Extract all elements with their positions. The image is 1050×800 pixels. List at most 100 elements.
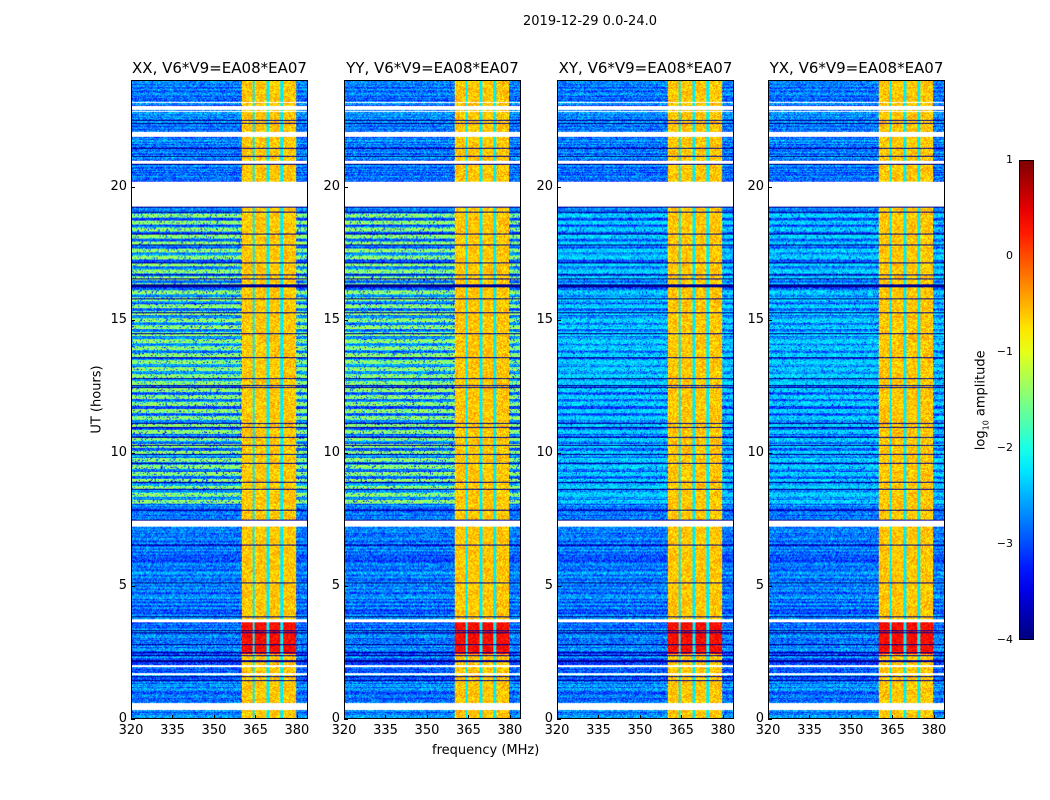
- y-tick-mark: [344, 452, 348, 454]
- x-axis-label: frequency (MHz): [432, 743, 540, 758]
- x-tick-mark: [172, 715, 174, 719]
- x-tick-label: 350: [414, 723, 440, 738]
- y-tick-label: 10: [323, 444, 340, 460]
- panel-title: YX, V6*V9=EA08*EA07: [769, 59, 944, 77]
- y-tick-label: 0: [755, 711, 764, 726]
- y-tick-label: 10: [747, 444, 764, 460]
- y-tick-mark: [557, 186, 561, 188]
- y-tick-label: 5: [544, 577, 553, 593]
- x-tick-label: 320: [118, 723, 144, 738]
- x-tick-mark: [213, 715, 215, 719]
- y-tick-label: 5: [118, 577, 127, 593]
- x-tick-mark: [722, 715, 724, 719]
- y-tick-label: 20: [536, 178, 553, 194]
- y-tick-label: 15: [747, 311, 764, 327]
- y-tick-label: 0: [118, 711, 127, 726]
- panel-title: XY, V6*V9=EA08*EA07: [558, 59, 733, 77]
- colorbar: [1019, 160, 1034, 640]
- y-tick-mark: [557, 719, 561, 720]
- x-tick-label: 320: [755, 723, 781, 738]
- y-tick-label: 5: [755, 577, 764, 593]
- x-tick-label: 335: [586, 723, 611, 738]
- x-tick-label: 380: [710, 723, 736, 738]
- heatmap-panel-xx: [131, 80, 308, 719]
- y-tick-label: 5: [331, 577, 340, 593]
- x-tick-mark: [892, 715, 894, 719]
- y-tick-mark: [557, 319, 561, 321]
- x-tick-mark: [598, 715, 600, 719]
- y-tick-label: 20: [323, 178, 340, 194]
- panel-title: XX, V6*V9=EA08*EA07: [132, 59, 307, 77]
- colorbar-tick-label: −3: [996, 537, 1013, 550]
- y-tick-label: 15: [536, 311, 553, 327]
- figure-title: 2019-12-29 0.0-24.0: [523, 14, 657, 29]
- y-tick-mark: [557, 585, 561, 587]
- y-tick-label: 0: [331, 711, 340, 726]
- x-tick-label: 335: [160, 723, 185, 738]
- x-tick-label: 335: [373, 723, 398, 738]
- colorbar-label-text: amplitude: [973, 350, 989, 421]
- x-tick-label: 365: [669, 723, 694, 738]
- y-tick-label: 20: [110, 178, 127, 194]
- y-tick-mark: [131, 719, 135, 720]
- y-tick-label: 10: [536, 444, 553, 460]
- colorbar-label: log10 amplitude: [974, 350, 991, 450]
- x-tick-mark: [296, 715, 298, 719]
- colorbar-label-base: 10: [981, 420, 991, 431]
- y-tick-mark: [768, 452, 772, 454]
- y-tick-label: 0: [544, 711, 553, 726]
- y-tick-mark: [131, 452, 135, 454]
- x-tick-mark: [468, 715, 470, 719]
- heatmap-panel-yy: [344, 80, 521, 719]
- x-tick-mark: [639, 715, 641, 719]
- x-tick-label: 320: [331, 723, 357, 738]
- x-tick-mark: [426, 715, 428, 719]
- x-tick-mark: [131, 715, 132, 719]
- y-tick-mark: [344, 319, 348, 321]
- y-tick-mark: [768, 719, 772, 720]
- x-tick-label: 350: [201, 723, 227, 738]
- y-tick-label: 10: [110, 444, 127, 460]
- y-tick-mark: [131, 585, 135, 587]
- x-tick-label: 380: [497, 723, 523, 738]
- colorbar-tick-label: −4: [996, 633, 1013, 646]
- x-tick-label: 320: [544, 723, 570, 738]
- y-tick-mark: [768, 319, 772, 321]
- x-tick-mark: [344, 715, 345, 719]
- y-tick-mark: [768, 186, 772, 188]
- y-tick-mark: [557, 452, 561, 454]
- x-tick-label: 380: [921, 723, 947, 738]
- x-tick-mark: [557, 715, 558, 719]
- x-tick-mark: [850, 715, 852, 719]
- colorbar-tick-label: −2: [996, 441, 1013, 454]
- x-tick-mark: [509, 715, 511, 719]
- x-tick-mark: [809, 715, 811, 719]
- x-tick-label: 380: [284, 723, 310, 738]
- y-tick-mark: [768, 585, 772, 587]
- heatmap-panel-xy: [557, 80, 734, 719]
- y-tick-label: 20: [747, 178, 764, 194]
- x-tick-label: 350: [627, 723, 653, 738]
- y-tick-mark: [344, 719, 348, 720]
- x-tick-mark: [255, 715, 257, 719]
- heatmap-panel-yx: [768, 80, 945, 719]
- x-tick-mark: [681, 715, 683, 719]
- x-tick-label: 335: [797, 723, 822, 738]
- y-tick-mark: [131, 186, 135, 188]
- y-axis-label: UT (hours): [89, 365, 105, 434]
- x-tick-label: 365: [456, 723, 481, 738]
- y-tick-label: 15: [323, 311, 340, 327]
- x-tick-mark: [385, 715, 387, 719]
- panel-title: YY, V6*V9=EA08*EA07: [346, 59, 519, 77]
- y-tick-mark: [344, 186, 348, 188]
- x-tick-label: 365: [880, 723, 905, 738]
- x-tick-mark: [933, 715, 935, 719]
- colorbar-tick-label: 0: [1006, 249, 1013, 262]
- y-tick-mark: [344, 585, 348, 587]
- x-tick-mark: [768, 715, 769, 719]
- y-tick-mark: [131, 319, 135, 321]
- x-tick-label: 365: [243, 723, 268, 738]
- x-tick-label: 350: [838, 723, 864, 738]
- colorbar-label-log: log: [973, 430, 989, 451]
